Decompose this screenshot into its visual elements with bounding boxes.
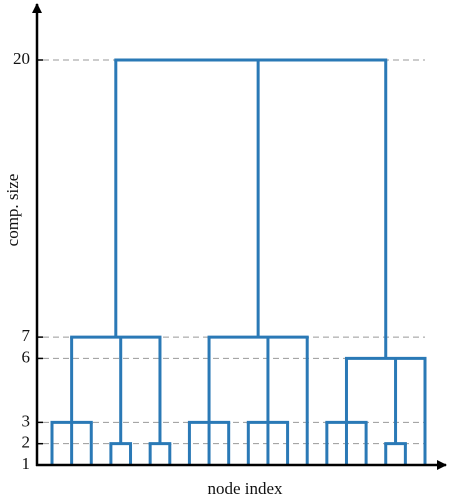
dendrogram [50,58,427,465]
y-tick-label: 2 [22,433,31,452]
y-tick-label: 20 [13,49,30,68]
y-axis-label: comp. size [3,174,22,247]
y-tick-label: 6 [22,347,31,366]
grid [43,59,425,466]
y-tick-label: 3 [22,411,31,430]
y-tick-label: 1 [22,454,31,473]
x-axis-label: node index [207,479,283,498]
y-tick-label: 7 [22,326,31,345]
